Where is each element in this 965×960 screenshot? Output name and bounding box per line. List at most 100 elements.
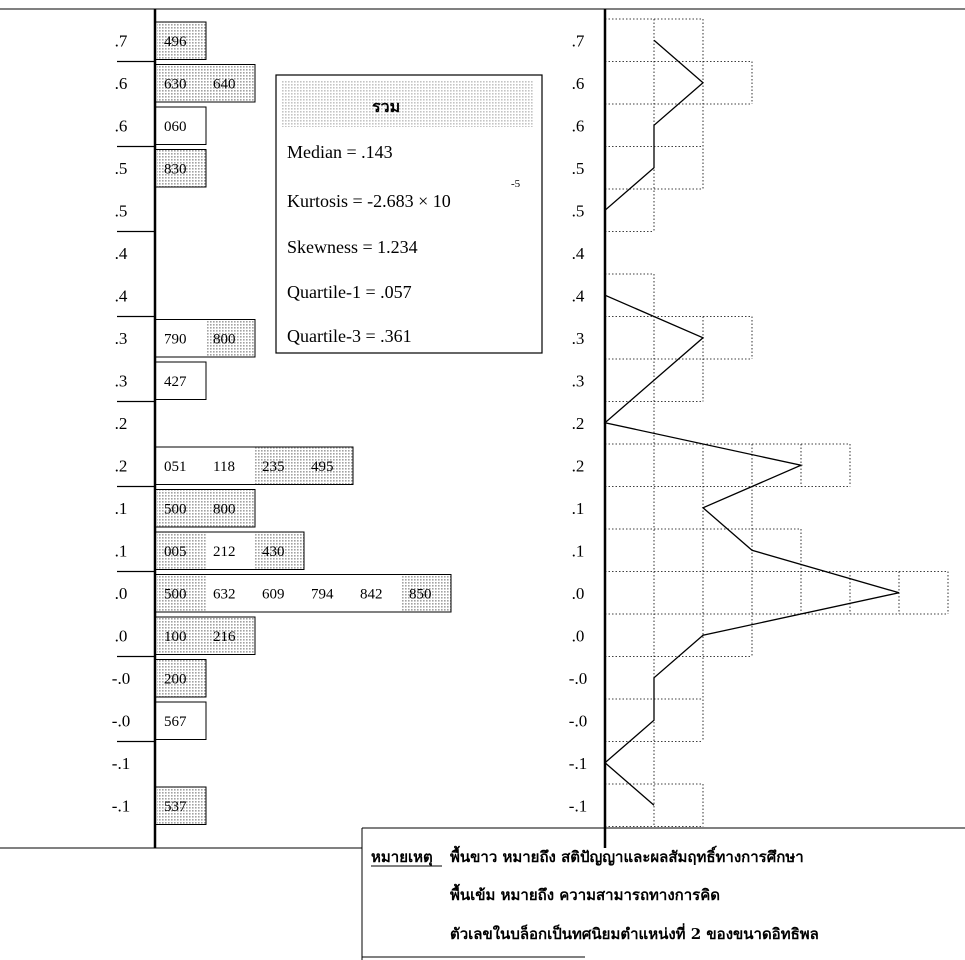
polygon-label: .7 [572, 31, 585, 50]
note-line-1: พื้นขาว หมายถึง สติปัญญาและผลสัมฤทธิ์ทาง… [450, 845, 804, 866]
polygon-label: .0 [572, 584, 585, 603]
stem-label: .0 [115, 626, 128, 645]
stats-box-title: รวม [372, 97, 400, 116]
leaf-cell-shade [157, 659, 206, 697]
leaf-value: 794 [311, 586, 334, 602]
stats-quartile-3: Quartile-3 = .361 [287, 326, 412, 346]
leaf-cell-shade [157, 362, 206, 400]
leaf-value: 100 [164, 629, 187, 645]
stem-label: .1 [115, 541, 128, 560]
polygon-labels: .7 .6 .6 .5 .5 .4 .4 .3 .3 .2 .2 .1 .1 .0 .0 -.0 -.0 -.1 -… [569, 31, 587, 815]
leaf-cell-shade [255, 447, 304, 485]
leaf-cell-shade [157, 319, 206, 357]
leaf-value: 830 [164, 161, 187, 177]
leaf-value: 118 [213, 459, 235, 475]
leaf-value: 842 [360, 586, 383, 602]
polygon-label: .5 [572, 159, 585, 178]
leaf-cell-shade [206, 532, 255, 570]
stem-label: -.0 [112, 669, 130, 688]
frequency-polygon-line [603, 39, 900, 806]
leaf-cell-shade [157, 617, 206, 655]
leaf-cell-shade [157, 702, 206, 740]
leaf-row-frame [154, 574, 452, 613]
polygon-label: -.0 [569, 711, 587, 730]
leaf-row-frame [154, 319, 256, 358]
leaf-row-frame [154, 106, 207, 145]
leaf-value: 500 [164, 501, 187, 517]
stem-label: .3 [115, 329, 128, 348]
polygon-label: -.1 [569, 796, 587, 815]
stats-kurtosis-exponent: -5 [511, 178, 521, 190]
leaf-cell-shade [157, 787, 206, 825]
polygon-grid [605, 18, 949, 827]
stats-median: Median = .143 [287, 142, 393, 162]
leaf-value: 790 [164, 331, 187, 347]
leaf-cell-shade [255, 532, 304, 570]
polygon-label: .4 [572, 286, 585, 305]
polygon-label: -.1 [569, 754, 587, 773]
leaf-row-frame [154, 64, 256, 103]
leaf-cell-shade [255, 574, 304, 612]
stem-label: .4 [115, 286, 128, 305]
leaf-cell-shade [157, 149, 206, 187]
leaf-value: 005 [164, 544, 187, 560]
leaf-cell-shade [304, 447, 353, 485]
leaf-value: 500 [164, 586, 187, 602]
leaf-cell-shade [206, 617, 255, 655]
leaf-cell-shade [206, 489, 255, 527]
leaf-row-frame [154, 531, 305, 570]
stats-skewness: Skewness = 1.234 [287, 237, 418, 257]
polygon-label: .0 [572, 626, 585, 645]
stats-box-header-shade [282, 81, 534, 127]
leaf-value: 200 [164, 671, 187, 687]
note-label: หมายเหตุ [371, 848, 433, 867]
polygon-label: .6 [572, 74, 585, 93]
leaf-row-frame [154, 701, 207, 740]
leaf-value: 235 [262, 459, 285, 475]
leaf-cell-shade [206, 319, 255, 357]
stem-label: .1 [115, 499, 128, 518]
leaf-cell-shade [157, 574, 206, 612]
leaf-cell-shade [206, 447, 255, 485]
leaf-cell-shade [206, 64, 255, 102]
leaf-value: 216 [213, 629, 236, 645]
stem-label: .6 [115, 74, 128, 93]
polygon-label: .3 [572, 371, 585, 390]
stem-label: .3 [115, 371, 128, 390]
note-box: หมายเหตุ พื้นขาว หมายถึง สติปัญญาและผลสั… [361, 827, 965, 960]
leaf-value: 496 [164, 34, 187, 50]
stem-label: -.1 [112, 754, 130, 773]
leaf-value: 800 [213, 331, 236, 347]
frequency-polygon [603, 39, 900, 806]
stem-label: .6 [115, 116, 128, 135]
stem-label: -.0 [112, 711, 130, 730]
stats-kurtosis: Kurtosis = -2.683 × 10 [287, 191, 451, 211]
leaf-value: 800 [213, 501, 236, 517]
stem-label: .4 [115, 244, 128, 263]
leaf-cell-shade [206, 574, 255, 612]
leaf-cell-shade [157, 64, 206, 102]
leaf-value: 495 [311, 459, 334, 475]
stem-label: .0 [115, 584, 128, 603]
leaf-value: 640 [213, 76, 236, 92]
polygon-label: .6 [572, 116, 585, 135]
leaf-cell-shade [157, 22, 206, 60]
leaf-value: 427 [164, 374, 187, 390]
stem-label: .2 [115, 456, 128, 475]
leaf-value: 850 [409, 586, 432, 602]
leaf-cell-shade [157, 107, 206, 145]
leaf-value: 632 [213, 586, 236, 602]
polygon-label: .1 [572, 541, 585, 560]
leaf-value: 567 [164, 714, 187, 730]
leaf-row-frame [154, 149, 207, 188]
leaf-value: 060 [164, 119, 187, 135]
leaf-cell-shade [402, 574, 451, 612]
leaf-row-frame [154, 21, 207, 60]
stem-label: .7 [115, 31, 128, 50]
note-line-2: พื้นเข้ม หมายถึง ความสามารถทางการคิด [450, 883, 720, 904]
leaf-row-frame [154, 659, 207, 698]
leaf-value: 212 [213, 544, 236, 560]
stem-label: .5 [115, 159, 128, 178]
stem-labels: .7 .6 .6 .5 .5 .4 .4 .3 .3 .2 .2 .1 .1 .0 .0 -.0 -.0 -.1 -… [112, 31, 130, 815]
polygon-label: -.0 [569, 669, 587, 688]
